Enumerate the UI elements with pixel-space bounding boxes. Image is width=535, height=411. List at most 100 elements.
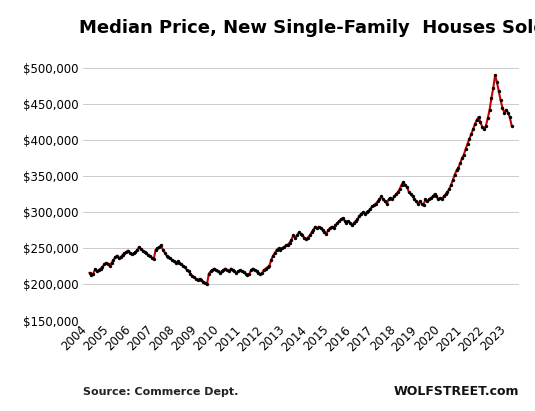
Point [197, 277, 206, 284]
Point [370, 202, 378, 208]
Point [368, 203, 377, 210]
Point [425, 196, 433, 203]
Point [318, 227, 327, 233]
Point [377, 193, 386, 200]
Point [340, 218, 349, 224]
Point [249, 266, 257, 272]
Point [262, 266, 270, 272]
Point [371, 200, 380, 207]
Point [307, 229, 316, 236]
Point [201, 280, 209, 286]
Point [148, 254, 156, 261]
Point [443, 189, 452, 195]
Point [401, 182, 409, 188]
Point [104, 260, 112, 267]
Point [407, 191, 415, 198]
Point [432, 193, 441, 200]
Point [337, 216, 345, 223]
Point [467, 131, 476, 138]
Point [135, 244, 143, 250]
Point [452, 167, 461, 174]
Point [207, 268, 215, 275]
Text: WOLFSTREET.com: WOLFSTREET.com [393, 385, 519, 397]
Point [272, 247, 281, 253]
Point [98, 264, 106, 270]
Point [194, 277, 202, 284]
Point [475, 114, 483, 120]
Point [144, 252, 152, 258]
Point [108, 259, 116, 266]
Point [124, 247, 132, 254]
Point [208, 267, 217, 273]
Point [348, 222, 356, 229]
Point [243, 272, 251, 278]
Point [245, 271, 254, 278]
Point [185, 268, 193, 275]
Point [449, 176, 457, 183]
Point [320, 229, 328, 236]
Point [258, 270, 266, 276]
Point [436, 194, 445, 201]
Point [361, 210, 369, 217]
Point [317, 225, 325, 231]
Point [129, 250, 138, 257]
Point [122, 249, 131, 255]
Point [87, 272, 96, 278]
Point [349, 220, 358, 226]
Point [373, 198, 382, 205]
Point [109, 256, 118, 263]
Point [494, 88, 503, 94]
Point [353, 216, 362, 223]
Point [485, 106, 494, 113]
Point [430, 191, 439, 198]
Point [190, 274, 198, 281]
Point [172, 259, 180, 266]
Point [254, 270, 263, 276]
Point [300, 234, 309, 241]
Point [204, 270, 213, 277]
Point [140, 249, 149, 255]
Point [250, 267, 259, 273]
Point [100, 261, 109, 268]
Point [213, 268, 222, 275]
Point [263, 264, 272, 270]
Point [397, 182, 406, 188]
Point [217, 268, 226, 275]
Point [239, 269, 248, 275]
Point [419, 202, 428, 208]
Point [267, 256, 276, 263]
Point [410, 196, 418, 203]
Point [160, 249, 169, 256]
Point [476, 119, 485, 125]
Point [159, 247, 167, 253]
Point [188, 272, 196, 279]
Point [366, 206, 374, 212]
Point [234, 268, 242, 275]
Point [460, 151, 468, 158]
Point [346, 220, 354, 226]
Point [226, 266, 235, 272]
Point [384, 196, 393, 203]
Point [394, 189, 402, 195]
Point [91, 266, 100, 272]
Point [404, 189, 413, 195]
Point [469, 126, 477, 132]
Point [429, 193, 437, 200]
Point [195, 275, 204, 282]
Point [480, 126, 488, 132]
Point [458, 155, 467, 162]
Point [177, 261, 186, 268]
Point [496, 97, 505, 104]
Point [344, 218, 353, 224]
Point [355, 212, 364, 219]
Text: Source: Commerce Dept.: Source: Commerce Dept. [83, 387, 238, 397]
Point [416, 198, 424, 205]
Point [162, 252, 171, 259]
Point [362, 209, 371, 215]
Point [456, 160, 464, 166]
Point [256, 271, 264, 278]
Point [149, 256, 158, 263]
Point [89, 270, 97, 277]
Point [114, 255, 123, 262]
Point [274, 245, 283, 252]
